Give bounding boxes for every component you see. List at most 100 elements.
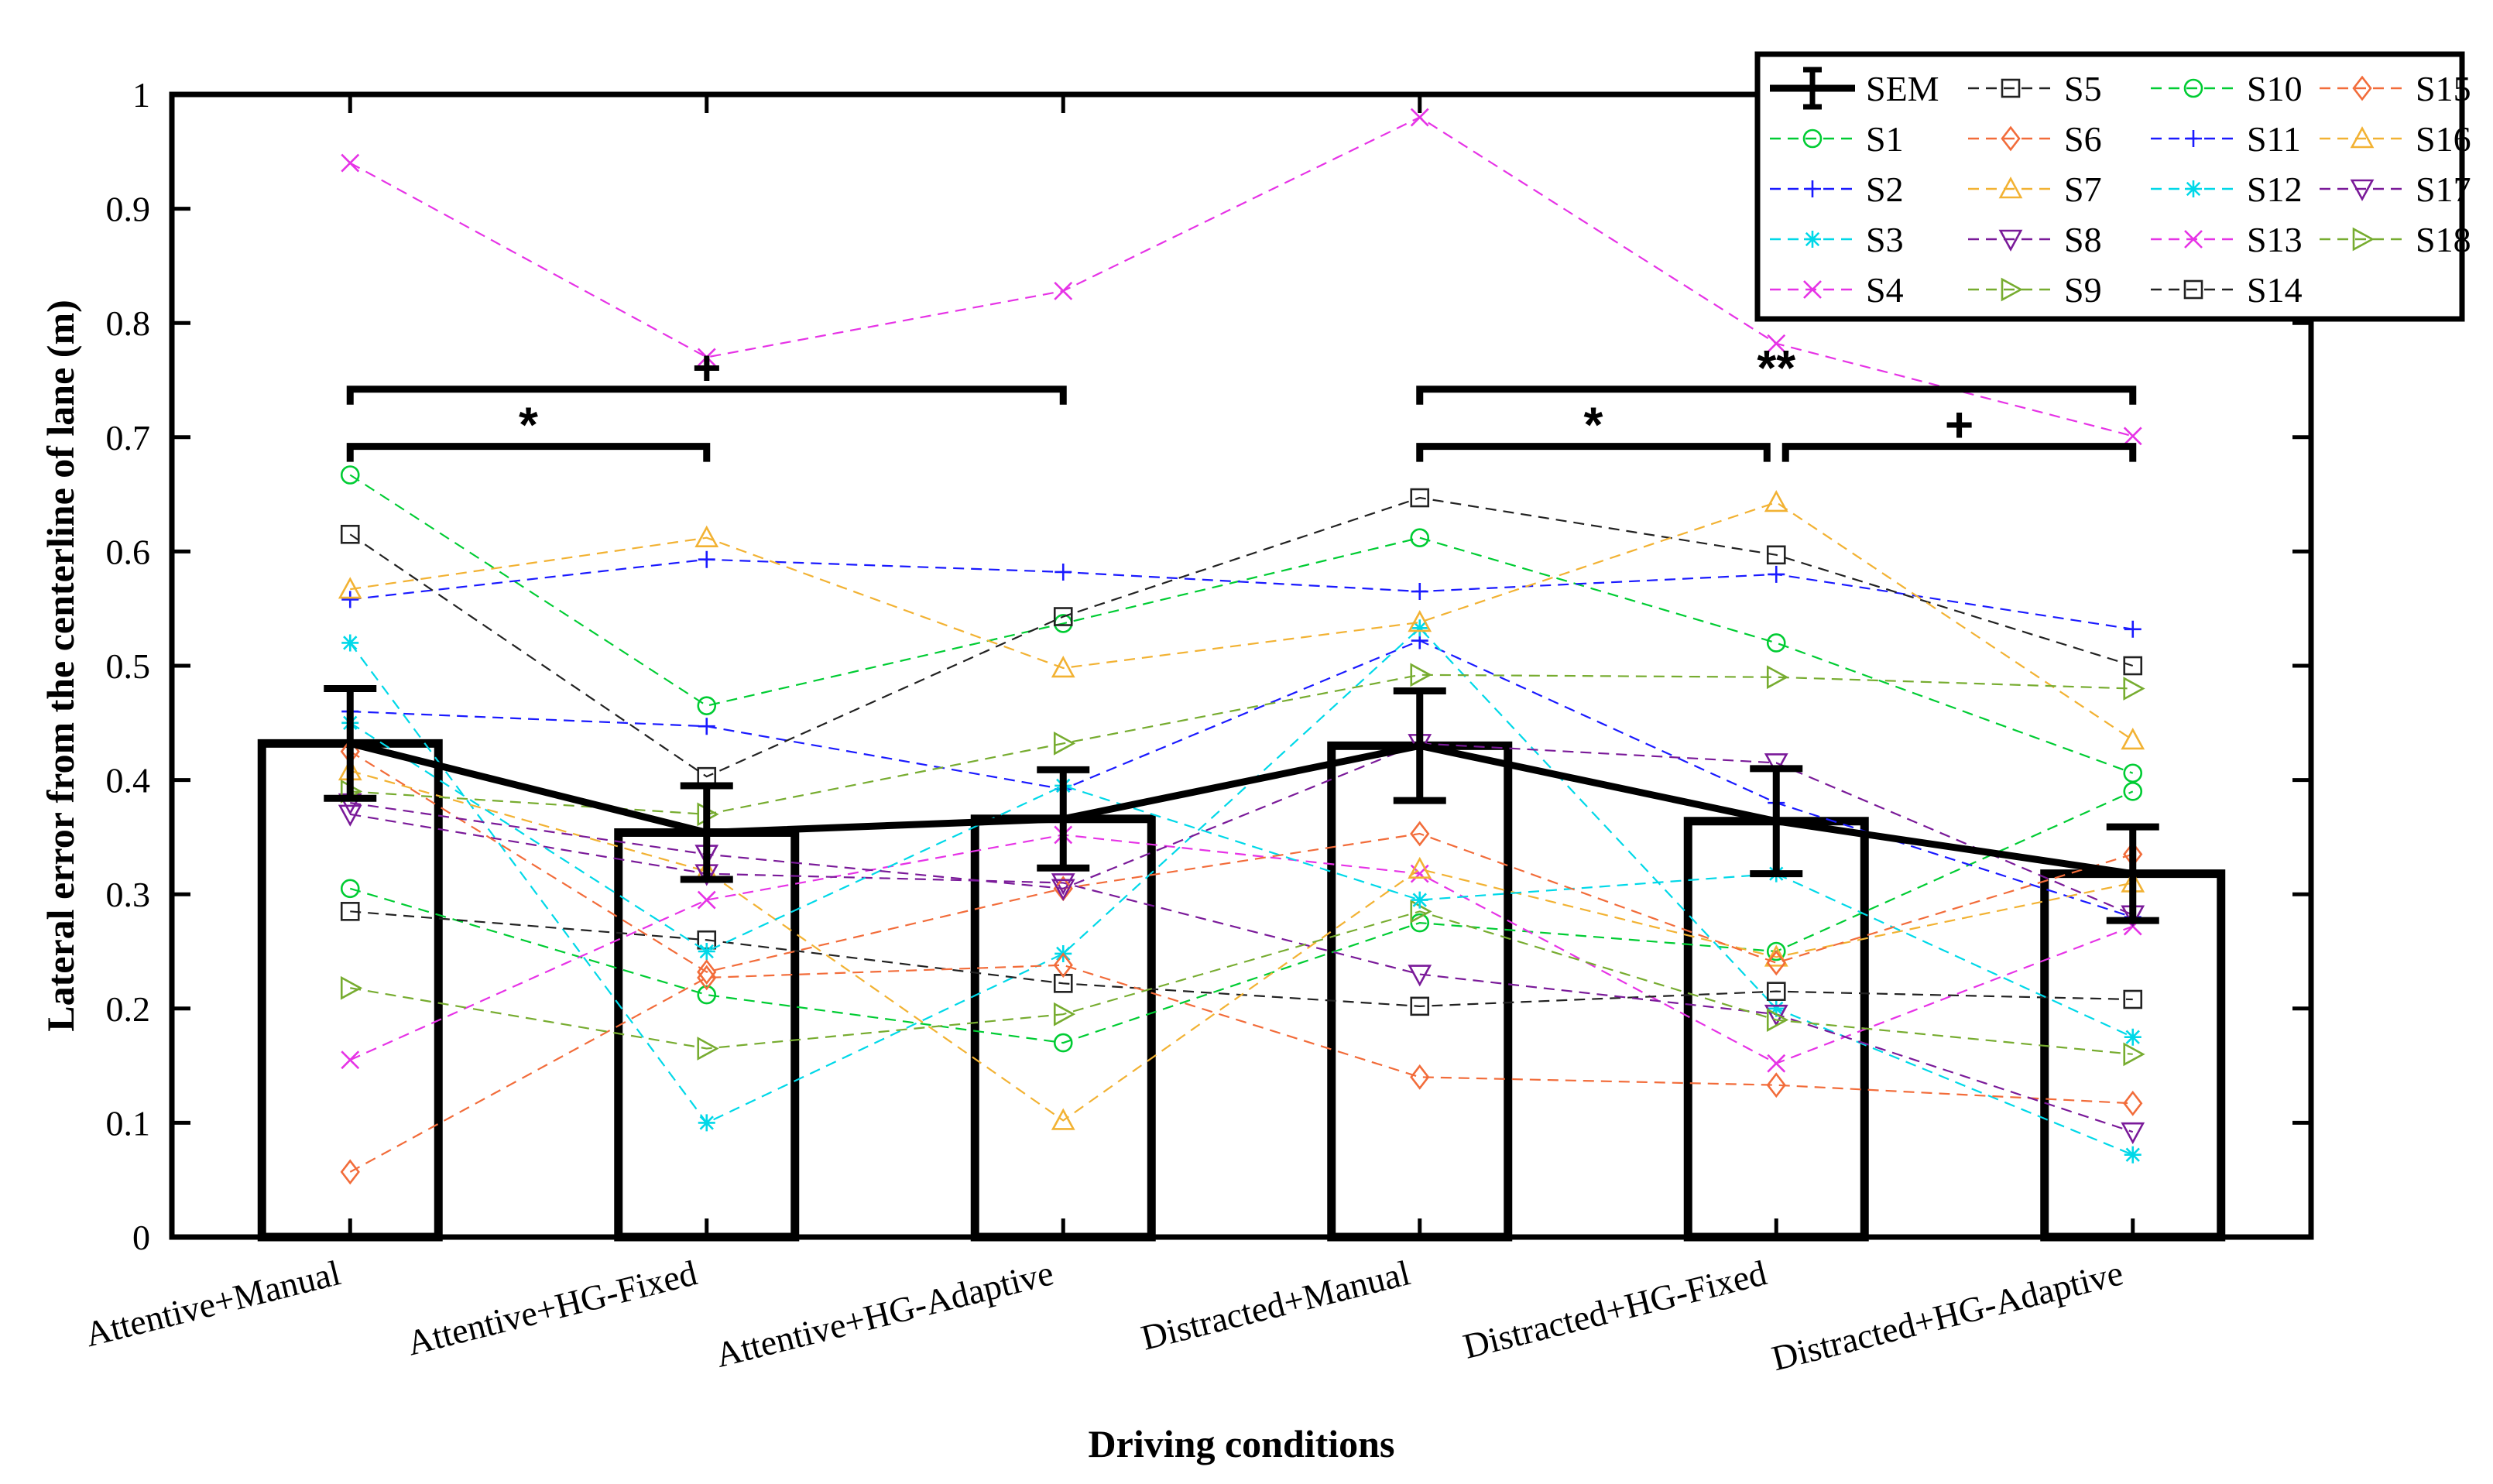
x-tick-label: Distracted+Manual: [1137, 1253, 1414, 1357]
series-s15: [340, 739, 2143, 985]
series-line: [349, 769, 2133, 1122]
triangle-right-marker: [1410, 663, 1432, 687]
circle-marker: [1410, 528, 1430, 547]
series-s16: [338, 490, 2145, 750]
triangle-down-marker: [2350, 179, 2375, 201]
triangle-down-marker: [2121, 1122, 2145, 1145]
square-marker: [1766, 982, 1786, 1001]
mean-bar: [257, 739, 443, 1242]
plus-marker: [1411, 583, 1428, 601]
x-tick-label: Distracted+HG-Fixed: [1459, 1253, 1771, 1366]
square-marker: [2183, 279, 2203, 300]
legend-entry: S8: [1968, 220, 2102, 259]
legend-label: S16: [2416, 119, 2471, 159]
series-s12: [341, 714, 2142, 1046]
y-tick-label: 0.4: [106, 761, 151, 800]
x-marker: [1803, 280, 1822, 299]
plus-marker: [1768, 565, 1785, 583]
y-tick-label: 0.3: [106, 875, 151, 914]
series-s17: [338, 734, 2145, 927]
square-marker: [2001, 78, 2021, 98]
mean-bar: [1683, 817, 1869, 1242]
series-s6: [340, 952, 2143, 1185]
legend-entry: S9: [1968, 270, 2102, 310]
triangle-up-marker: [1764, 944, 1788, 967]
x-axis-label: Driving conditions: [1089, 1422, 1395, 1465]
triangle-right-marker: [1766, 1008, 1789, 1032]
series-line: [349, 474, 2134, 774]
triangle-up-marker: [1408, 609, 1432, 632]
y-tick-label: 0: [132, 1218, 150, 1257]
x-marker: [1410, 108, 1429, 127]
x-tick-label: Attentive+HG-Fixed: [403, 1253, 701, 1362]
x-marker: [1767, 1054, 1786, 1073]
plus-marker: [698, 718, 715, 735]
plus-marker: [1804, 180, 1821, 197]
x-marker: [697, 348, 716, 367]
y-tick-label: 0.2: [106, 989, 151, 1029]
plus-marker: [341, 591, 359, 608]
circle-marker: [1053, 1033, 1073, 1053]
series-s10: [340, 465, 2143, 783]
series-line: [350, 501, 2134, 741]
plus-marker: [698, 550, 715, 568]
triangle-up-marker: [694, 525, 719, 547]
legend-entry: S18: [2320, 220, 2471, 259]
sem-errorbar: [1750, 765, 1803, 878]
triangle-down-marker: [1764, 1004, 1788, 1027]
legend-entry: S11: [2151, 119, 2301, 159]
plus-marker: [2124, 620, 2142, 638]
triangle-up-marker: [1764, 490, 1788, 512]
star-marker: [1804, 231, 1821, 248]
circle-marker: [2123, 763, 2143, 783]
series-line: [349, 626, 2134, 1156]
sem-errorbar: [1037, 766, 1090, 872]
circle-marker: [340, 879, 360, 899]
legend-label: S18: [2416, 220, 2471, 259]
series-line: [350, 558, 2133, 630]
legend-entry: S2: [1770, 170, 1904, 209]
significance-label: **: [1757, 340, 1795, 396]
significance-label: +: [692, 340, 721, 396]
series-line: [349, 834, 2134, 1064]
star-marker: [2124, 1146, 2142, 1164]
triangle-right-marker: [1766, 665, 1789, 690]
square-marker: [1410, 488, 1430, 508]
legend-entry: S1: [1770, 119, 1904, 159]
series-line: [350, 742, 2134, 916]
series-line: [349, 116, 2134, 437]
triangle-right-marker: [1053, 1002, 1076, 1026]
x-marker: [341, 153, 360, 173]
legend-label: S12: [2247, 170, 2303, 209]
star-marker: [341, 634, 359, 652]
star-marker: [1768, 999, 1785, 1017]
legend-entry: S15: [2320, 69, 2471, 108]
significance-label: *: [1584, 397, 1603, 453]
legend-label: S11: [2247, 119, 2301, 159]
y-tick-label: 0.8: [106, 303, 151, 343]
diamond-marker: [340, 1159, 360, 1185]
x-tick-label: Attentive+Manual: [81, 1253, 345, 1354]
legend-entry: S14: [2151, 270, 2303, 310]
square-marker: [1053, 607, 1073, 626]
y-tick-label: 0.5: [106, 646, 151, 686]
series-line: [349, 750, 2134, 973]
legend-label: S7: [2064, 170, 2102, 209]
legend-label: S15: [2416, 69, 2471, 108]
legend-label: S2: [1866, 170, 1904, 209]
mean-line: [349, 740, 2134, 878]
square-marker: [2123, 989, 2143, 1009]
triangle-up-marker: [1051, 656, 1075, 678]
y-axis-label: Lateral error from the centerline of lan…: [39, 300, 82, 1031]
star-marker: [698, 943, 715, 960]
legend-box: [1754, 51, 2465, 322]
circle-marker: [1766, 941, 1786, 961]
triangle-right-marker: [2123, 677, 2145, 701]
series-s14: [340, 488, 2143, 787]
series-line: [349, 721, 2134, 1038]
triangle-up-marker: [2350, 126, 2375, 149]
bracket-line: [346, 386, 1067, 405]
legend-label: S4: [1866, 270, 1904, 310]
triangle-down-marker: [1764, 753, 1788, 776]
series-s9: [340, 899, 2145, 1067]
